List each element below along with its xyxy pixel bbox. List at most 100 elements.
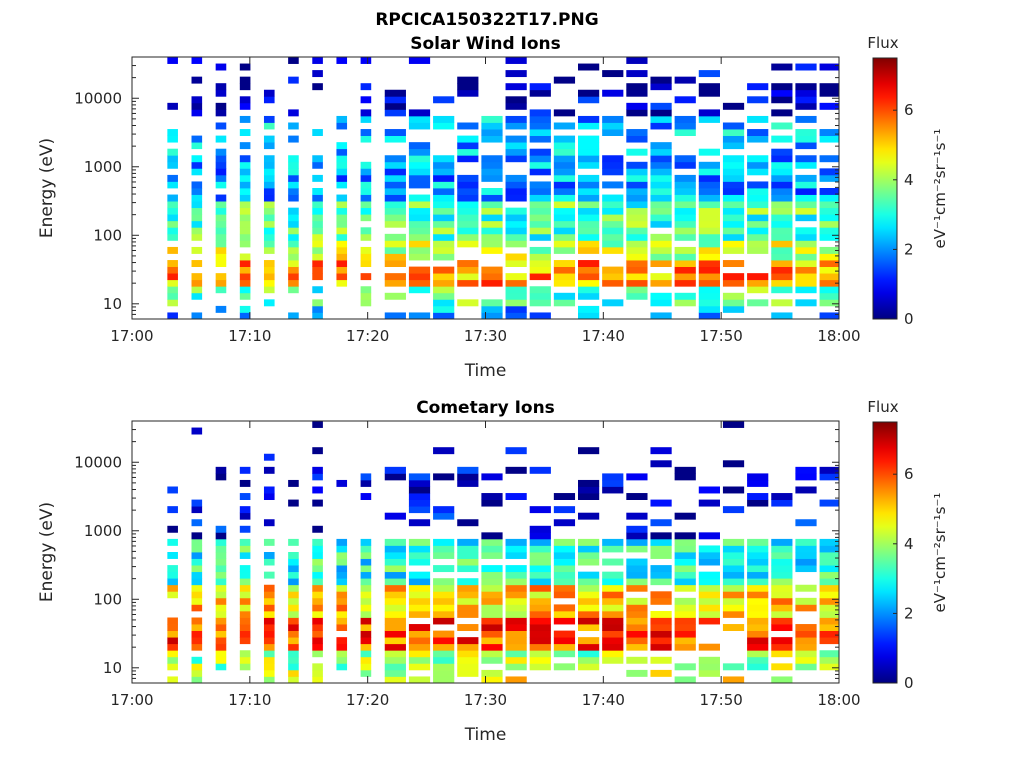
spectrogram-cell <box>529 122 551 130</box>
spectrogram-cell <box>312 447 323 455</box>
spectrogram-cell <box>408 214 431 222</box>
spectrogram-cell <box>312 194 323 202</box>
spectrogram-cell <box>795 96 817 104</box>
spectrogram-cell <box>288 286 299 294</box>
spectrogram-cell <box>312 571 323 579</box>
spectrogram-cell <box>481 194 503 202</box>
spectrogram-cell <box>191 565 203 573</box>
spectrogram-cell <box>529 246 551 254</box>
spectrogram-cell <box>795 643 817 651</box>
spectrogram-cell <box>650 122 672 130</box>
spectrogram-cell <box>553 122 576 130</box>
spectrogram-cell <box>578 273 600 281</box>
spectrogram-cell <box>505 447 527 455</box>
spectrogram-cell <box>433 96 455 104</box>
spectrogram-cell <box>408 246 431 254</box>
spectrogram-cell <box>384 109 406 117</box>
spectrogram-cell <box>771 663 793 671</box>
spectrogram-cell <box>698 663 720 671</box>
spectrogram-cell <box>553 545 576 553</box>
spectrogram-cell <box>312 207 323 215</box>
spectrogram-cell <box>722 565 745 573</box>
spectrogram-cell <box>457 148 479 156</box>
spectrogram-cell <box>408 240 431 248</box>
spectrogram-cell <box>360 545 372 553</box>
spectrogram-cell <box>602 266 624 274</box>
spectrogram-cell <box>819 233 839 241</box>
spectrogram-cell <box>263 233 275 241</box>
spectrogram-cell <box>433 194 455 202</box>
spectrogram-cell <box>795 650 817 658</box>
spectrogram-cell <box>819 578 839 586</box>
spectrogram-cell <box>239 220 251 228</box>
spectrogram-cell <box>674 227 696 235</box>
spectrogram-cell <box>578 663 600 671</box>
spectrogram-cell <box>698 312 720 319</box>
spectrogram-cell <box>312 610 323 618</box>
spectrogram-cell <box>457 473 479 481</box>
spectrogram-cell <box>481 532 503 540</box>
spectrogram-cell <box>602 299 624 307</box>
spectrogram-cell <box>698 207 720 215</box>
spectrogram-cell <box>191 630 203 638</box>
spectrogram-cell <box>650 637 672 645</box>
spectrogram-cell <box>602 604 624 612</box>
spectrogram-cell <box>529 466 551 474</box>
spectrogram-cell <box>312 558 323 566</box>
spectrogram-cell <box>722 201 745 209</box>
spectrogram-cell <box>360 227 372 235</box>
spectrogram-cell <box>698 109 720 117</box>
spectrogram-cell <box>771 266 793 274</box>
spectrogram-cell <box>722 597 745 605</box>
spectrogram-cell <box>457 552 479 559</box>
spectrogram-cell <box>408 174 431 182</box>
spectrogram-cells <box>167 421 839 683</box>
spectrogram-cell <box>215 220 227 228</box>
figure-title: RPCICA150322T17.PNG <box>375 10 598 30</box>
spectrogram-cell <box>312 83 323 91</box>
spectrogram-cell <box>457 122 479 130</box>
spectrogram-cell <box>336 565 348 573</box>
spectrogram-cell <box>626 558 648 566</box>
spectrogram-cell <box>771 148 793 156</box>
spectrogram-cell <box>505 207 527 215</box>
spectrogram-cell <box>819 246 839 254</box>
spectrogram-cell <box>505 617 527 625</box>
spectrogram-cell <box>239 115 251 123</box>
spectrogram-cell <box>384 591 406 599</box>
spectrogram-cell <box>215 663 227 671</box>
spectrogram-cell <box>288 174 299 182</box>
spectrogram-cell <box>529 201 551 209</box>
spectrogram-cell <box>191 519 203 527</box>
spectrogram-cell <box>650 312 672 319</box>
spectrogram-cell <box>795 155 817 163</box>
spectrogram-cell <box>722 676 745 683</box>
spectrogram-cell <box>288 279 299 287</box>
spectrogram-cell <box>360 656 372 664</box>
spectrogram-cell <box>795 260 817 267</box>
spectrogram-cell <box>191 597 203 605</box>
spectrogram-cell <box>674 214 696 222</box>
spectrogram-cell <box>336 663 348 671</box>
spectrogram-cell <box>215 207 227 215</box>
spectrogram-cell <box>795 83 817 91</box>
spectrogram-cell <box>408 57 431 64</box>
spectrogram-cell <box>650 115 672 123</box>
spectrogram-cell <box>529 89 551 97</box>
spectrogram-cell <box>384 637 406 645</box>
spectrogram-cell <box>312 676 323 683</box>
spectrogram-cell <box>795 558 817 566</box>
spectrogram-cell <box>626 135 648 143</box>
spectrogram-cell <box>578 122 600 130</box>
spectrogram-cell <box>722 246 745 254</box>
spectrogram-cell <box>553 76 576 84</box>
spectrogram-cell <box>771 643 793 651</box>
spectrogram-cell <box>215 558 227 566</box>
spectrogram-cell <box>674 473 696 481</box>
spectrogram-cell <box>795 89 817 97</box>
y-tick-label: 1000 <box>84 158 122 176</box>
spectrogram-cell <box>602 168 624 176</box>
spectrogram-cell <box>626 83 648 91</box>
spectrogram-cell <box>312 129 323 136</box>
spectrogram-cell <box>191 260 203 267</box>
